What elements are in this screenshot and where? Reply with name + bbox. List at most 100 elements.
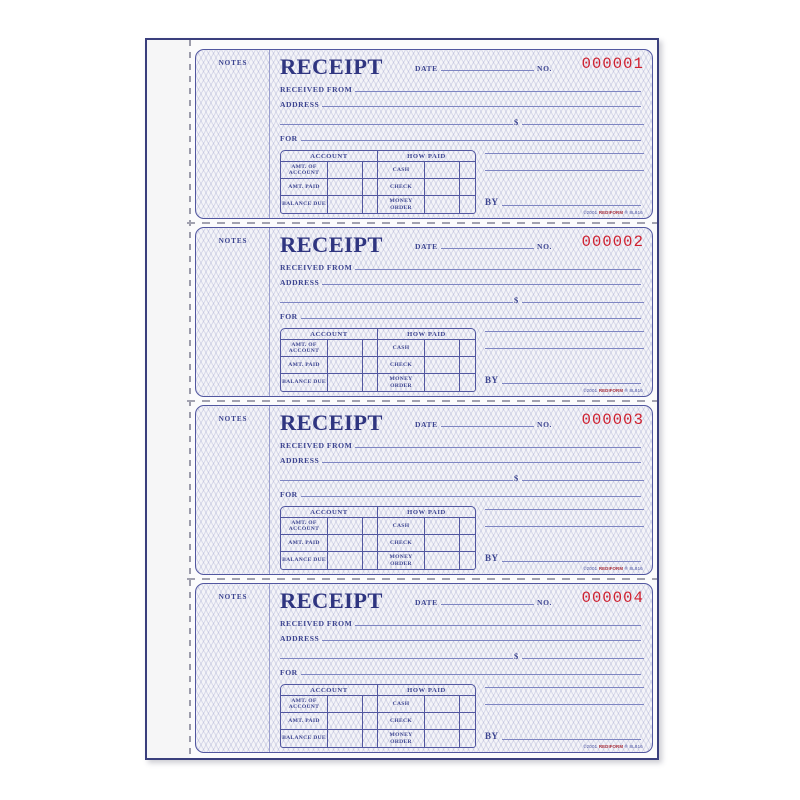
address-row[interactable]: ADDRESS (280, 279, 644, 287)
table-row[interactable]: AMT. PAID CHECK (281, 535, 475, 552)
amount-row[interactable]: $ (280, 118, 644, 127)
side-note-line-1[interactable] (485, 153, 644, 154)
side-note-lines[interactable] (485, 687, 644, 721)
by-row[interactable]: BY (485, 732, 644, 741)
cash-cents-cell[interactable] (460, 162, 475, 178)
table-row[interactable]: AMT. PAID CHECK (281, 179, 475, 196)
table-row[interactable]: AMT. OF ACCOUNT CASH (281, 518, 475, 535)
side-note-line-2[interactable] (485, 704, 644, 705)
date-input-line[interactable] (440, 248, 535, 250)
table-row[interactable]: BALANCE DUE MONEY ORDER (281, 730, 475, 747)
amt-paid-dollars-cell[interactable] (328, 357, 363, 373)
by-row[interactable]: BY (485, 376, 644, 385)
side-note-line-2[interactable] (485, 526, 644, 527)
table-row[interactable]: AMT. PAID CHECK (281, 713, 475, 730)
balance-due-cents-cell[interactable] (363, 374, 378, 391)
amount-row[interactable]: $ (280, 296, 644, 305)
cash-cents-cell[interactable] (460, 696, 475, 712)
money-order-cents-cell[interactable] (460, 552, 475, 569)
amt-of-account-cents-cell[interactable] (363, 340, 378, 356)
table-row[interactable]: BALANCE DUE MONEY ORDER (281, 552, 475, 569)
for-row[interactable]: FOR (280, 135, 644, 143)
side-note-lines[interactable] (485, 331, 644, 365)
received-from-row[interactable]: RECEIVED FROM (280, 620, 644, 628)
money-order-dollars-cell[interactable] (425, 552, 460, 569)
amount-row[interactable]: $ (280, 652, 644, 661)
table-row[interactable]: AMT. OF ACCOUNT CASH (281, 340, 475, 357)
money-order-cents-cell[interactable] (460, 374, 475, 391)
address-line-2[interactable] (280, 302, 513, 303)
balance-due-dollars-cell[interactable] (328, 730, 363, 747)
address-line-2[interactable] (280, 124, 513, 125)
amt-paid-dollars-cell[interactable] (328, 535, 363, 551)
check-dollars-cell[interactable] (425, 535, 460, 551)
check-cents-cell[interactable] (460, 357, 475, 373)
received-from-input-line[interactable] (355, 269, 641, 271)
notes-column[interactable]: NOTES (196, 228, 270, 396)
received-from-row[interactable]: RECEIVED FROM (280, 264, 644, 272)
for-input-line[interactable] (300, 674, 641, 676)
check-dollars-cell[interactable] (425, 179, 460, 195)
money-order-cents-cell[interactable] (460, 196, 475, 213)
side-note-line-2[interactable] (485, 348, 644, 349)
received-from-input-line[interactable] (355, 625, 641, 627)
money-order-cents-cell[interactable] (460, 730, 475, 747)
amt-paid-cents-cell[interactable] (363, 535, 378, 551)
balance-due-cents-cell[interactable] (363, 730, 378, 747)
for-row[interactable]: FOR (280, 669, 644, 677)
amt-of-account-dollars-cell[interactable] (328, 518, 363, 534)
address-input-line[interactable] (322, 640, 641, 642)
side-note-line-1[interactable] (485, 687, 644, 688)
amt-of-account-dollars-cell[interactable] (328, 696, 363, 712)
address-row[interactable]: ADDRESS (280, 457, 644, 465)
for-row[interactable]: FOR (280, 313, 644, 321)
amount-row[interactable]: $ (280, 474, 644, 483)
for-input-line[interactable] (300, 496, 641, 498)
money-order-dollars-cell[interactable] (425, 374, 460, 391)
amt-paid-cents-cell[interactable] (363, 713, 378, 729)
amt-of-account-dollars-cell[interactable] (328, 162, 363, 178)
table-row[interactable]: AMT. OF ACCOUNT CASH (281, 162, 475, 179)
amt-paid-dollars-cell[interactable] (328, 713, 363, 729)
date-field-group[interactable]: DATE NO. (415, 421, 552, 429)
amount-input-line[interactable] (522, 124, 644, 125)
balance-due-cents-cell[interactable] (363, 196, 378, 213)
address-row[interactable]: ADDRESS (280, 101, 644, 109)
balance-due-dollars-cell[interactable] (328, 374, 363, 391)
balance-due-dollars-cell[interactable] (328, 552, 363, 569)
side-note-line-1[interactable] (485, 331, 644, 332)
balance-due-dollars-cell[interactable] (328, 196, 363, 213)
check-dollars-cell[interactable] (425, 713, 460, 729)
side-note-lines[interactable] (485, 509, 644, 543)
accounting-table[interactable]: ACCOUNT HOW PAID AMT. OF ACCOUNT CASH (280, 684, 476, 748)
table-row[interactable]: BALANCE DUE MONEY ORDER (281, 196, 475, 213)
received-from-row[interactable]: RECEIVED FROM (280, 86, 644, 94)
address-row[interactable]: ADDRESS (280, 635, 644, 643)
by-input-line[interactable] (501, 204, 641, 206)
side-note-lines[interactable] (485, 153, 644, 187)
for-input-line[interactable] (300, 318, 641, 320)
for-input-line[interactable] (300, 140, 641, 142)
amt-paid-dollars-cell[interactable] (328, 179, 363, 195)
receipt-form[interactable]: NOTES RECEIPT DATE NO. 000004 (195, 583, 653, 753)
receipt-form[interactable]: NOTES RECEIPT DATE NO. 000003 (195, 405, 653, 575)
cash-dollars-cell[interactable] (425, 340, 460, 356)
cash-dollars-cell[interactable] (425, 162, 460, 178)
received-from-input-line[interactable] (355, 447, 641, 449)
address-input-line[interactable] (322, 106, 641, 108)
notes-column[interactable]: NOTES (196, 584, 270, 752)
amt-of-account-cents-cell[interactable] (363, 162, 378, 178)
amount-input-line[interactable] (522, 480, 644, 481)
date-field-group[interactable]: DATE NO. (415, 599, 552, 607)
date-input-line[interactable] (440, 70, 535, 72)
balance-due-cents-cell[interactable] (363, 552, 378, 569)
check-cents-cell[interactable] (460, 713, 475, 729)
amt-of-account-cents-cell[interactable] (363, 518, 378, 534)
money-order-dollars-cell[interactable] (425, 730, 460, 747)
received-from-input-line[interactable] (355, 91, 641, 93)
amount-input-line[interactable] (522, 658, 644, 659)
cash-cents-cell[interactable] (460, 340, 475, 356)
table-row[interactable]: AMT. PAID CHECK (281, 357, 475, 374)
notes-column[interactable]: NOTES (196, 406, 270, 574)
address-line-2[interactable] (280, 480, 513, 481)
